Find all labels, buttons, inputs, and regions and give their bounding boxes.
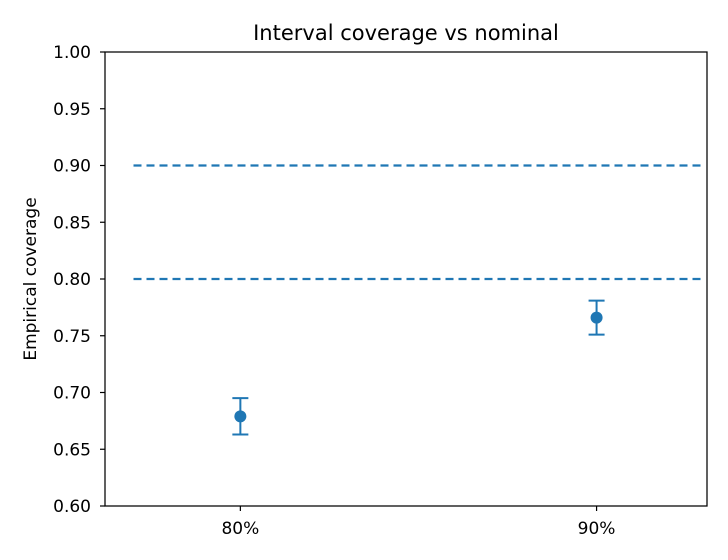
y-axis-ticks: 0.60 0.65 0.70 0.75 0.80 0.85 0.90 0.95 1.00 [53,43,105,517]
coverage-point [590,311,603,324]
y-tick-label: 0.95 [53,100,91,120]
x-tick-label: 80% [221,519,259,539]
chart-title: Interval coverage vs nominal [253,21,559,45]
data-points [232,299,605,436]
x-tick-label: 90% [578,519,616,539]
y-tick-label: 1.00 [53,43,91,63]
y-tick-label: 0.60 [53,497,91,517]
y-tick-label: 0.90 [53,157,91,177]
y-tick-label: 0.70 [53,384,91,404]
coverage-point [234,410,247,423]
plot-frame [104,51,708,507]
y-tick-label: 0.85 [53,213,91,233]
x-axis-ticks: 80% 90% [221,506,615,539]
y-tick-label: 0.65 [53,440,91,460]
y-axis-label: Empirical coverage [21,197,41,360]
y-tick-label: 0.80 [53,270,91,290]
y-tick-label: 0.75 [53,327,91,347]
reference-lines [133,164,704,281]
